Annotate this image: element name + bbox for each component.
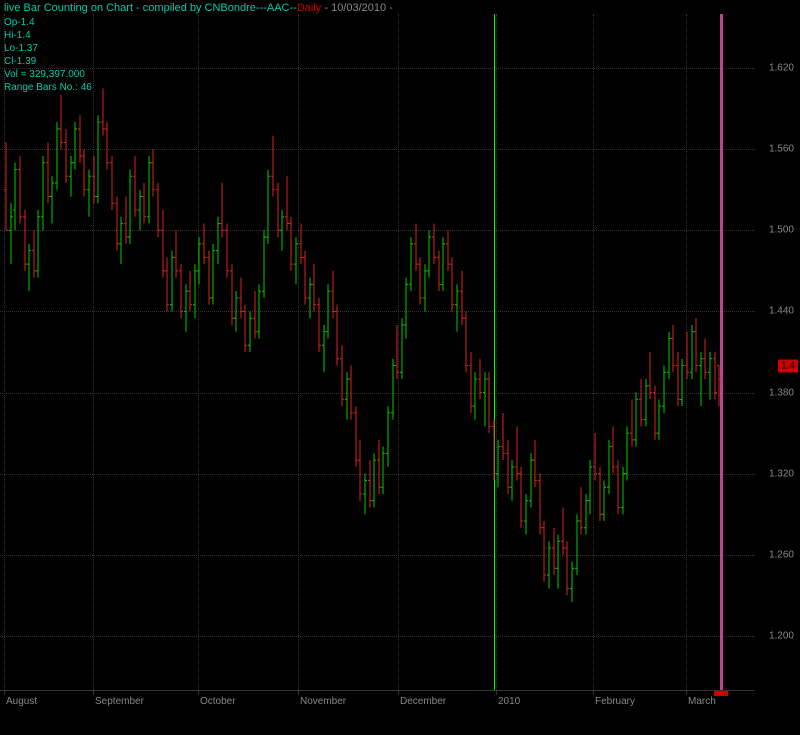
chart-interval: Daily — [297, 2, 321, 14]
chart-container: live Bar Counting on Chart - compiled by… — [0, 0, 800, 735]
y-axis: 1.4 1.200 1.260 1.320 1.380 1.440 1.500 1.560 1… — [755, 14, 800, 712]
x-tick: August — [6, 696, 37, 707]
x-tick: November — [300, 696, 346, 707]
bars-svg — [0, 14, 755, 712]
price-flag: 1.4 — [778, 359, 798, 372]
y-tick: 1.560 — [769, 144, 794, 155]
plot-area[interactable]: August September October November December 20… — [0, 14, 755, 712]
y-tick: 1.200 — [769, 630, 794, 641]
y-tick: 1.320 — [769, 468, 794, 479]
chart-title: live Bar Counting on Chart - compiled by… — [4, 2, 297, 14]
y-tick: 1.380 — [769, 387, 794, 398]
y-tick: 1.500 — [769, 225, 794, 236]
x-tick: March — [688, 696, 716, 707]
chart-date: - 10/03/2010 - — [321, 2, 393, 14]
chart-header: live Bar Counting on Chart - compiled by… — [4, 2, 393, 14]
x-axis-marker — [714, 691, 728, 696]
x-tick: February — [595, 696, 635, 707]
x-axis: August September October November December 20… — [0, 690, 755, 712]
x-tick: 2010 — [498, 696, 520, 707]
x-tick: December — [400, 696, 446, 707]
y-tick: 1.260 — [769, 549, 794, 560]
y-tick: 1.440 — [769, 306, 794, 317]
y-tick: 1.620 — [769, 63, 794, 74]
x-tick: October — [200, 696, 236, 707]
x-tick: September — [95, 696, 144, 707]
